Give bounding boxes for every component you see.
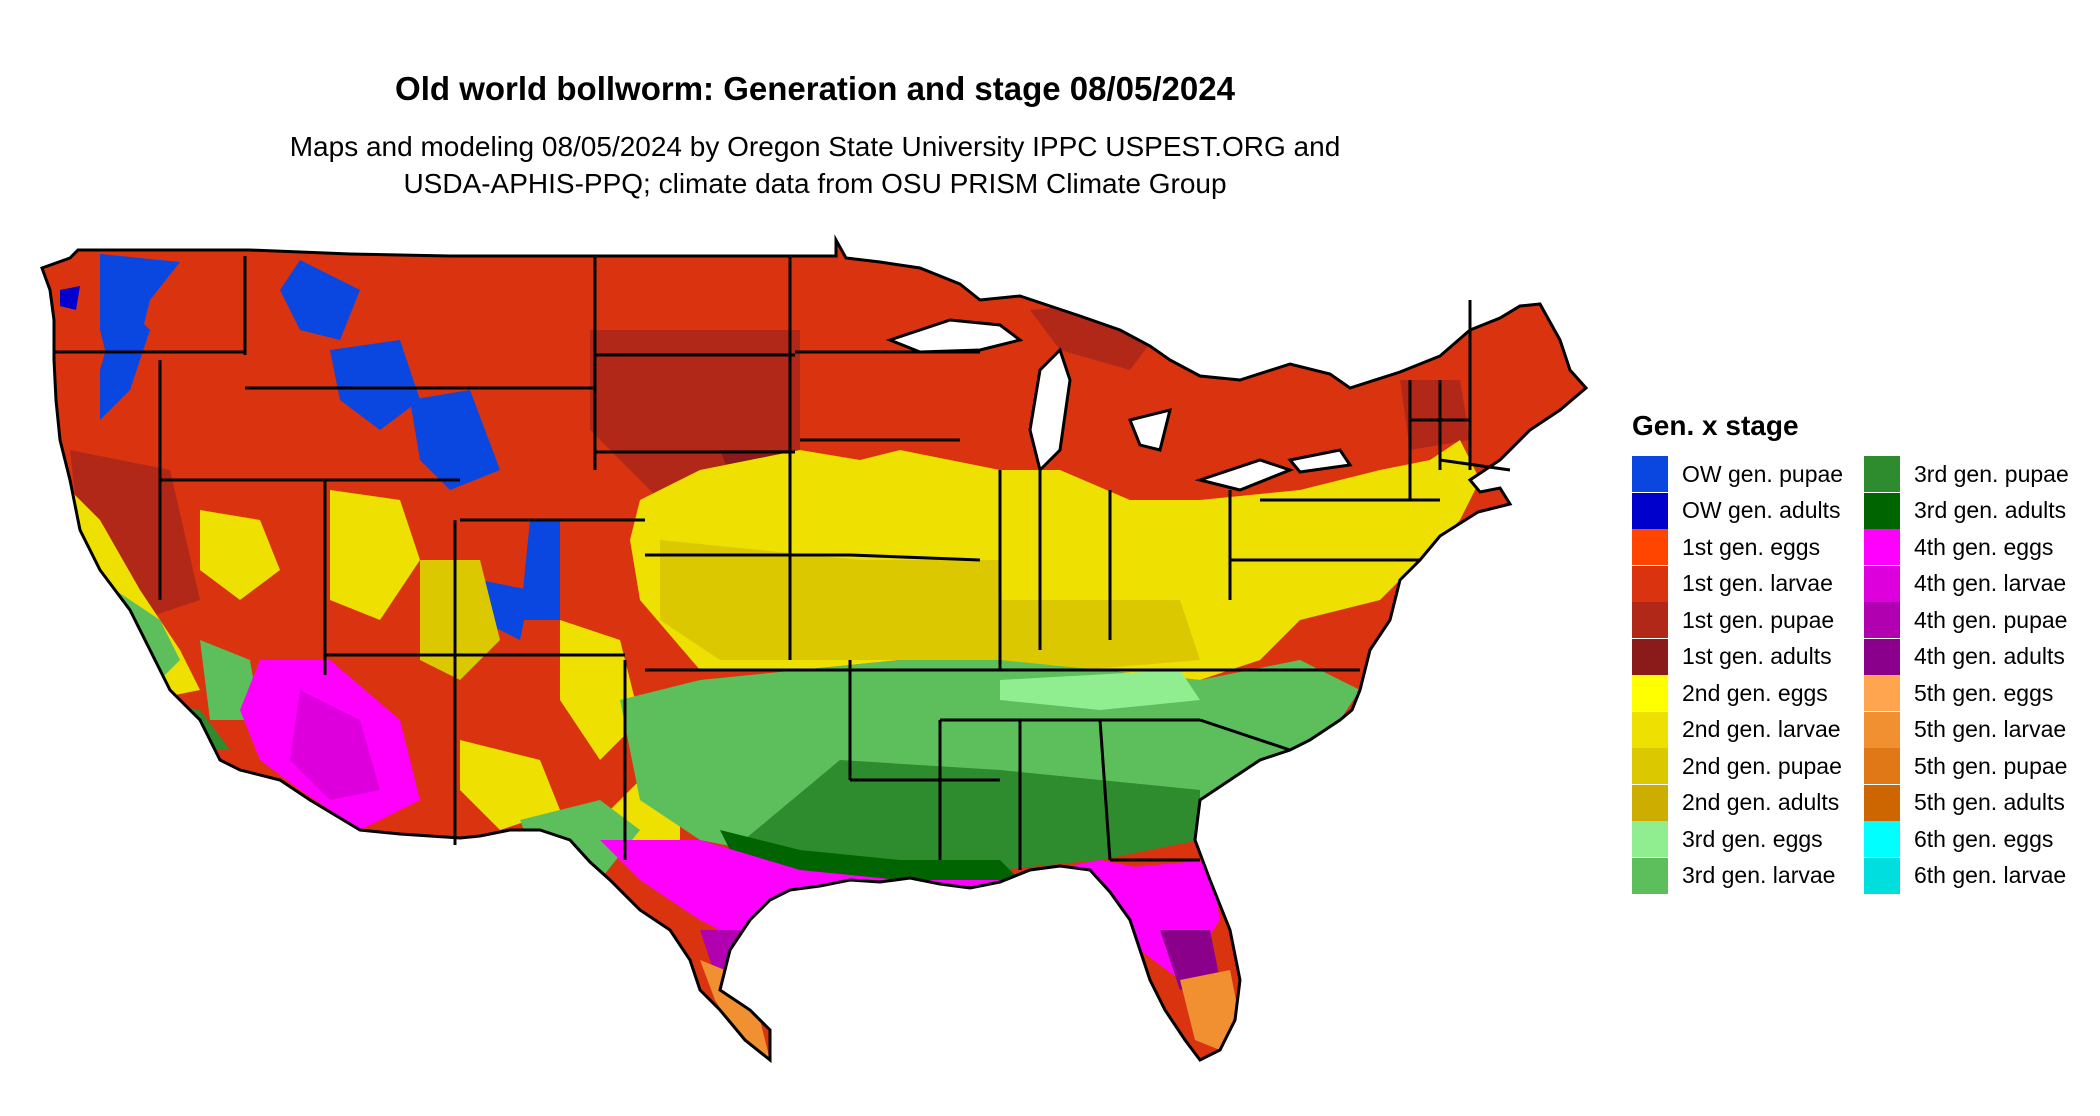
legend-item: 3rd gen. larvae	[1632, 858, 1864, 895]
legend-label: 3rd gen. larvae	[1682, 862, 1835, 889]
legend-label: 1st gen. adults	[1682, 643, 1832, 670]
legend-label: 2nd gen. pupae	[1682, 753, 1842, 780]
legend-label: OW gen. pupae	[1682, 461, 1843, 488]
legend-label: 3rd gen. pupae	[1914, 461, 2069, 488]
legend-columns: OW gen. pupae OW gen. adults 1st gen. eg…	[1632, 456, 2096, 894]
legend-swatch	[1864, 712, 1900, 748]
legend-item: 5th gen. pupae	[1864, 748, 2096, 785]
legend-label: 3rd gen. eggs	[1682, 826, 1823, 853]
map-title: Old world bollworm: Generation and stage…	[0, 70, 1630, 108]
map-subtitle: Maps and modeling 08/05/2024 by Oregon S…	[0, 128, 1630, 202]
legend-label: 2nd gen. adults	[1682, 789, 1839, 816]
legend-swatch	[1864, 748, 1900, 784]
legend-item: 3rd gen. adults	[1864, 493, 2096, 530]
legend-item: 6th gen. larvae	[1864, 858, 2096, 895]
legend-label: OW gen. adults	[1682, 497, 1841, 524]
legend-swatch	[1632, 566, 1668, 602]
legend-item: 2nd gen. adults	[1632, 785, 1864, 822]
legend-item: 2nd gen. larvae	[1632, 712, 1864, 749]
legend-swatch	[1864, 858, 1900, 894]
legend-swatch	[1864, 493, 1900, 529]
subtitle-line-1: Maps and modeling 08/05/2024 by Oregon S…	[0, 128, 1630, 165]
legend-swatch	[1864, 602, 1900, 638]
legend-item: 3rd gen. pupae	[1864, 456, 2096, 493]
legend-label: 1st gen. larvae	[1682, 570, 1833, 597]
legend-swatch	[1864, 639, 1900, 675]
legend-swatch	[1864, 566, 1900, 602]
legend-item: 2nd gen. pupae	[1632, 748, 1864, 785]
legend-item: 1st gen. larvae	[1632, 566, 1864, 603]
legend-label: 1st gen. eggs	[1682, 534, 1820, 561]
legend-item: OW gen. adults	[1632, 493, 1864, 530]
legend-item: 5th gen. eggs	[1864, 675, 2096, 712]
legend-swatch	[1632, 602, 1668, 638]
legend-label: 5th gen. larvae	[1914, 716, 2066, 743]
legend-swatch	[1632, 712, 1668, 748]
legend-label: 3rd gen. adults	[1914, 497, 2066, 524]
legend-label: 5th gen. pupae	[1914, 753, 2067, 780]
legend-item: 2nd gen. eggs	[1632, 675, 1864, 712]
legend-swatch	[1632, 639, 1668, 675]
legend-swatch	[1632, 821, 1668, 857]
legend-item: 4th gen. larvae	[1864, 566, 2096, 603]
legend-swatch	[1632, 493, 1668, 529]
legend-title: Gen. x stage	[1632, 410, 2096, 442]
legend-swatch	[1632, 748, 1668, 784]
legend-label: 4th gen. pupae	[1914, 607, 2067, 634]
legend-swatch	[1864, 529, 1900, 565]
legend-item: 6th gen. eggs	[1864, 821, 2096, 858]
legend-label: 2nd gen. larvae	[1682, 716, 1841, 743]
legend-item: OW gen. pupae	[1632, 456, 1864, 493]
legend-column-2: 3rd gen. pupae 3rd gen. adults 4th gen. …	[1864, 456, 2096, 894]
legend-label: 4th gen. larvae	[1914, 570, 2066, 597]
legend-label: 4th gen. adults	[1914, 643, 2065, 670]
legend-swatch	[1632, 529, 1668, 565]
legend-swatch	[1632, 675, 1668, 711]
legend-item: 5th gen. adults	[1864, 785, 2096, 822]
legend-label: 1st gen. pupae	[1682, 607, 1834, 634]
legend-label: 5th gen. eggs	[1914, 680, 2053, 707]
legend-item: 4th gen. adults	[1864, 639, 2096, 676]
legend-swatch	[1632, 785, 1668, 821]
legend-item: 4th gen. pupae	[1864, 602, 2096, 639]
legend-label: 6th gen. eggs	[1914, 826, 2053, 853]
legend-swatch	[1632, 858, 1668, 894]
legend-label: 6th gen. larvae	[1914, 862, 2066, 889]
legend-label: 4th gen. eggs	[1914, 534, 2053, 561]
legend-column-1: OW gen. pupae OW gen. adults 1st gen. eg…	[1632, 456, 1864, 894]
legend-item: 3rd gen. eggs	[1632, 821, 1864, 858]
legend-item: 1st gen. adults	[1632, 639, 1864, 676]
legend-item: 4th gen. eggs	[1864, 529, 2096, 566]
legend-swatch	[1864, 821, 1900, 857]
us-map	[36, 232, 1596, 1082]
legend-item: 1st gen. eggs	[1632, 529, 1864, 566]
legend-swatch	[1864, 675, 1900, 711]
legend-label: 5th gen. adults	[1914, 789, 2065, 816]
legend-swatch	[1632, 456, 1668, 492]
legend: Gen. x stage OW gen. pupae OW gen. adult…	[1632, 410, 2096, 894]
subtitle-line-2: USDA-APHIS-PPQ; climate data from OSU PR…	[0, 165, 1630, 202]
legend-item: 1st gen. pupae	[1632, 602, 1864, 639]
legend-label: 2nd gen. eggs	[1682, 680, 1828, 707]
legend-swatch	[1864, 456, 1900, 492]
legend-swatch	[1864, 785, 1900, 821]
legend-item: 5th gen. larvae	[1864, 712, 2096, 749]
